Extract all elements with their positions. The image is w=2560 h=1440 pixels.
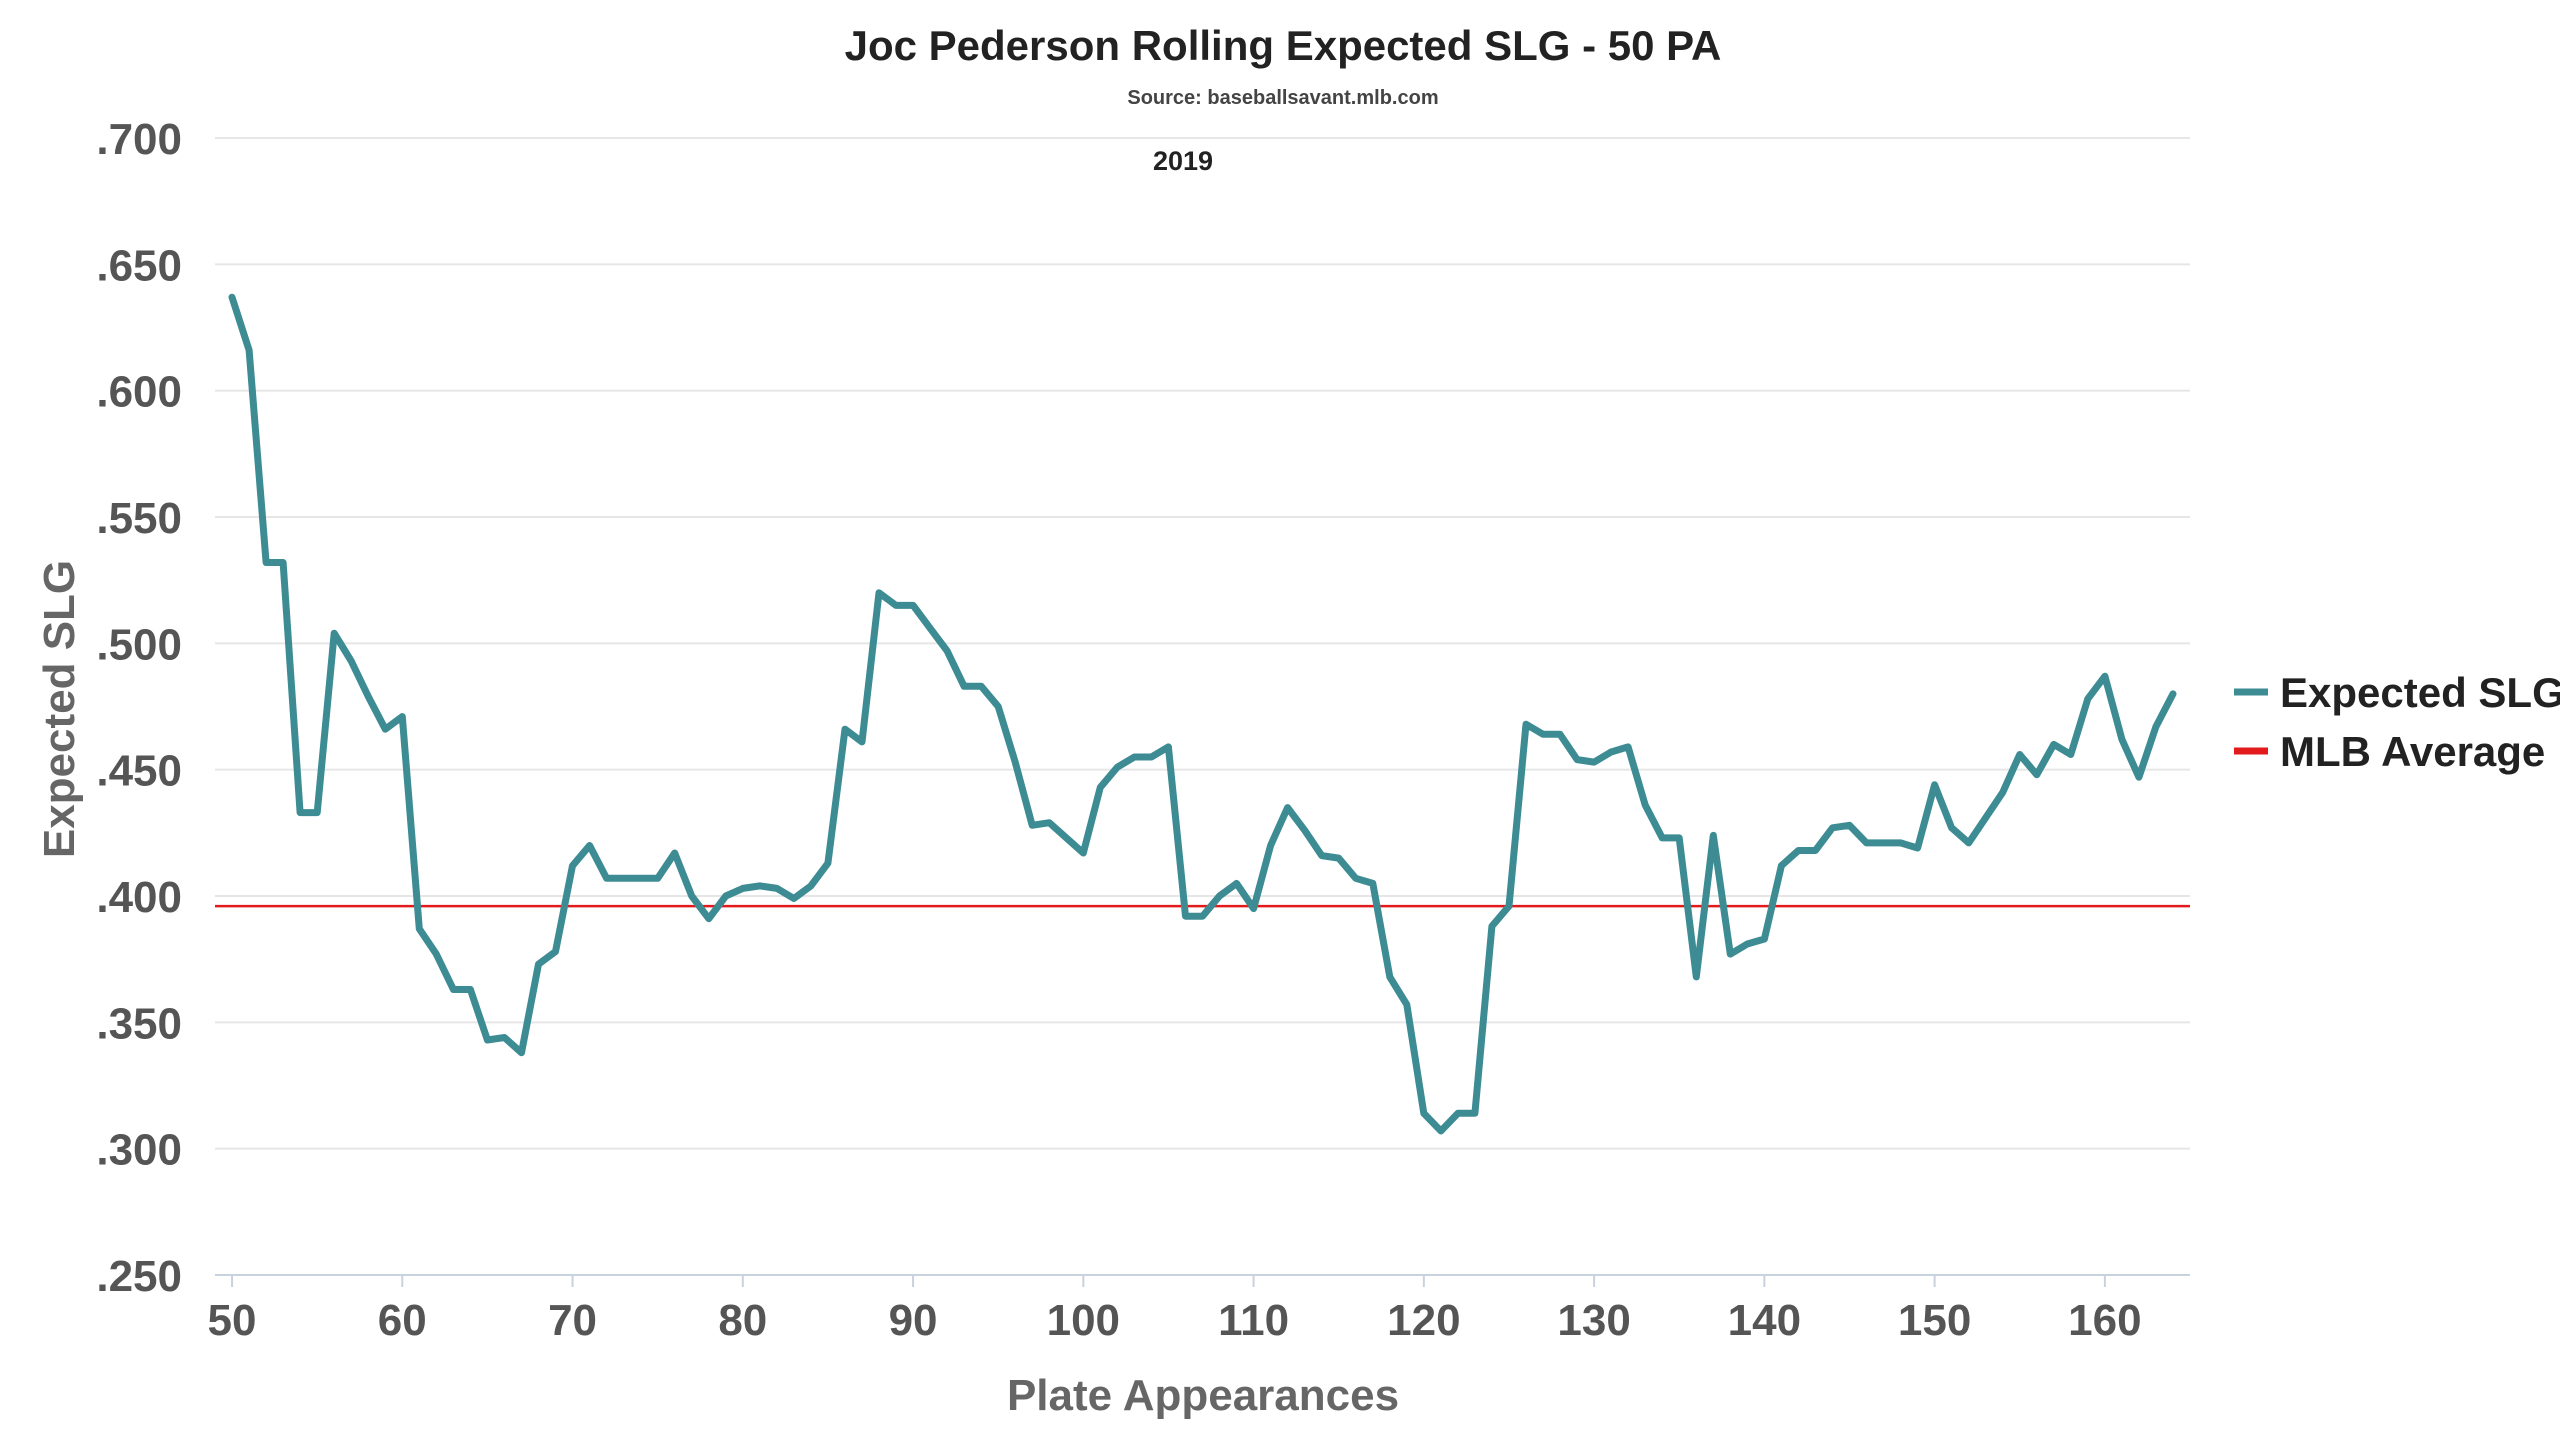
y-tick-label: .550 (96, 494, 182, 543)
chart-title: Joc Pederson Rolling Expected SLG - 50 P… (845, 22, 1722, 69)
y-tick-label: .450 (96, 747, 182, 796)
x-tick-label: 150 (1898, 1296, 1971, 1345)
y-tick-label: .600 (96, 368, 182, 417)
y-tick-label: .250 (96, 1252, 182, 1301)
x-tick-label: 60 (378, 1296, 427, 1345)
y-tick-label: .650 (96, 241, 182, 290)
legend: Expected SLG MLB Average (2234, 669, 2560, 775)
x-tick-label: 100 (1047, 1296, 1120, 1345)
x-tick-label: 50 (208, 1296, 257, 1345)
x-tick-label: 130 (1557, 1296, 1630, 1345)
x-axis-label: Plate Appearances (1007, 1371, 1399, 1420)
y-axis-label: Expected SLG (35, 560, 84, 858)
x-tick-label: 160 (2068, 1296, 2141, 1345)
y-tick-label: .700 (96, 115, 182, 164)
chart-annotation: 2019 (1153, 146, 1213, 176)
x-tick-label: 70 (548, 1296, 597, 1345)
y-tick-labels: .250 .300 .350 .400 .450 .500 .550 .600 .650 .700 (96, 115, 182, 1301)
x-tick-label: 90 (889, 1296, 938, 1345)
legend-label-mlb-average: MLB Average (2280, 728, 2545, 775)
gridlines (215, 137, 2190, 1150)
y-tick-label: .500 (96, 620, 182, 669)
x-tick-labels: 50 60 70 80 90 100 110 120 130 140 150 160 (208, 1296, 2142, 1345)
y-tick-label: .350 (96, 999, 182, 1048)
x-tick-label: 140 (1728, 1296, 1801, 1345)
expected-slg-line (228, 293, 2177, 1135)
x-tick-marks (231, 1275, 2106, 1287)
chart-subtitle: Source: baseballsavant.mlb.com (1127, 87, 1438, 109)
legend-label-expected-slg: Expected SLG (2280, 669, 2560, 716)
y-tick-label: .400 (96, 873, 182, 922)
x-tick-label: 80 (718, 1296, 767, 1345)
x-tick-label: 120 (1387, 1296, 1460, 1345)
y-tick-label: .300 (96, 1126, 182, 1175)
x-tick-label: 110 (1218, 1296, 1289, 1345)
